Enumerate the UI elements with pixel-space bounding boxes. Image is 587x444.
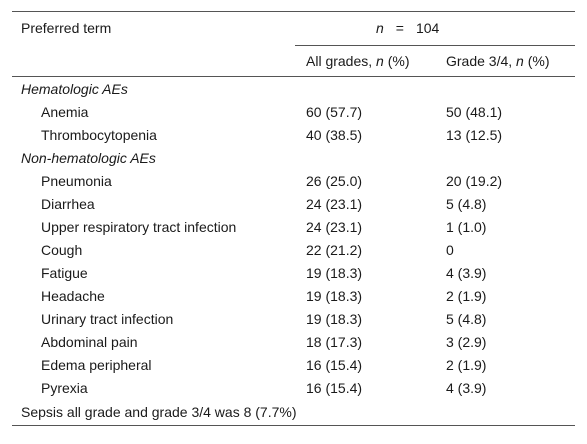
term-cell: Edema peripheral — [41, 357, 152, 373]
table-row: Edema peripheral 16 (15.4) 2 (1.9) — [12, 353, 575, 376]
grade-34-cell: 4 (3.9) — [446, 380, 487, 396]
all-grades-cell: 18 (17.3) — [306, 334, 363, 350]
header-row-n: Preferred term n = 104 — [12, 12, 575, 46]
all-grades-cell: 26 (25.0) — [306, 173, 363, 189]
term-cell: Upper respiratory tract infection — [41, 219, 237, 235]
grade-34-cell: 13 (12.5) — [446, 127, 503, 143]
table-row: Thrombocytopenia 40 (38.5) 13 (12.5) — [12, 123, 575, 146]
all-grades-cell: 24 (23.1) — [306, 219, 363, 235]
term-cell: Cough — [41, 242, 83, 258]
table-row: Diarrhea 24 (23.1) 5 (4.8) — [12, 192, 575, 215]
header-spanner-rule — [295, 45, 575, 46]
term-cell: Anemia — [41, 104, 89, 120]
term-cell: Fatigue — [41, 265, 88, 281]
all-grades-cell: 19 (18.3) — [306, 288, 363, 304]
table-row: Urinary tract infection 19 (18.3) 5 (4.8) — [12, 307, 575, 330]
footnote-row: Sepsis all grade and grade 3/4 was 8 (7.… — [12, 399, 575, 425]
table-body: Hematologic AEs Anemia 60 (57.7) 50 (48.1) T… — [12, 77, 575, 399]
n-value: 104 — [415, 20, 440, 36]
all-grades-cell: 19 (18.3) — [306, 265, 363, 281]
grade-34-cell: 1 (1.0) — [446, 219, 487, 235]
table-row: Anemia 60 (57.7) 50 (48.1) — [12, 100, 575, 123]
grade-34-cell: 50 (48.1) — [446, 104, 503, 120]
grade-34-cell: 0 — [446, 242, 454, 258]
grade-34-cell: 2 (1.9) — [446, 357, 487, 373]
table-row: Pyrexia 16 (15.4) 4 (3.9) — [12, 376, 575, 399]
table-row: Pneumonia 26 (25.0) 20 (19.2) — [12, 169, 575, 192]
n-symbol: n — [376, 20, 384, 36]
grade-34-cell: 4 (3.9) — [446, 265, 487, 281]
all-grades-cell: 40 (38.5) — [306, 127, 363, 143]
all-grades-cell: 16 (15.4) — [306, 380, 363, 396]
term-cell: Thrombocytopenia — [41, 127, 157, 143]
all-grades-cell: 22 (21.2) — [306, 242, 363, 258]
all-grades-cell: 60 (57.7) — [306, 104, 363, 120]
grade-34-header: Grade 3/4, n (%) — [446, 53, 550, 69]
table-row: Cough 22 (21.2) 0 — [12, 238, 575, 261]
preferred-term-header: Preferred term — [21, 20, 112, 36]
section-row: Non-hematologic AEs — [12, 146, 575, 169]
section-row: Hematologic AEs — [12, 77, 575, 100]
term-cell: Headache — [41, 288, 105, 304]
table-row: Abdominal pain 18 (17.3) 3 (2.9) — [12, 330, 575, 353]
n-equals: = — [395, 20, 404, 36]
all-grades-header: All grades, n (%) — [306, 53, 410, 69]
table-row: Fatigue 19 (18.3) 4 (3.9) — [12, 261, 575, 284]
grade-34-cell: 5 (4.8) — [446, 196, 487, 212]
sample-size-header: n = 104 — [376, 20, 439, 36]
header-row-columns: All grades, n (%) Grade 3/4, n (%) — [12, 46, 575, 77]
all-grades-cell: 19 (18.3) — [306, 311, 363, 327]
term-cell: Urinary tract infection — [41, 311, 174, 327]
grade-34-cell: 2 (1.9) — [446, 288, 487, 304]
section-title: Hematologic AEs — [21, 81, 128, 97]
term-cell: Pyrexia — [41, 380, 88, 396]
section-title: Non-hematologic AEs — [21, 150, 156, 166]
all-grades-cell: 24 (23.1) — [306, 196, 363, 212]
term-cell: Diarrhea — [41, 196, 95, 212]
grade-34-cell: 3 (2.9) — [446, 334, 487, 350]
grade-34-cell: 20 (19.2) — [446, 173, 503, 189]
adverse-events-table: Preferred term n = 104 All grades, n (%) G… — [12, 11, 575, 426]
table-row: Headache 19 (18.3) 2 (1.9) — [12, 284, 575, 307]
all-grades-cell: 16 (15.4) — [306, 357, 363, 373]
footnote: Sepsis all grade and grade 3/4 was 8 (7.… — [21, 404, 297, 420]
table-row: Upper respiratory tract infection 24 (23.… — [12, 215, 575, 238]
grade-34-cell: 5 (4.8) — [446, 311, 487, 327]
term-cell: Abdominal pain — [41, 334, 138, 350]
term-cell: Pneumonia — [41, 173, 112, 189]
